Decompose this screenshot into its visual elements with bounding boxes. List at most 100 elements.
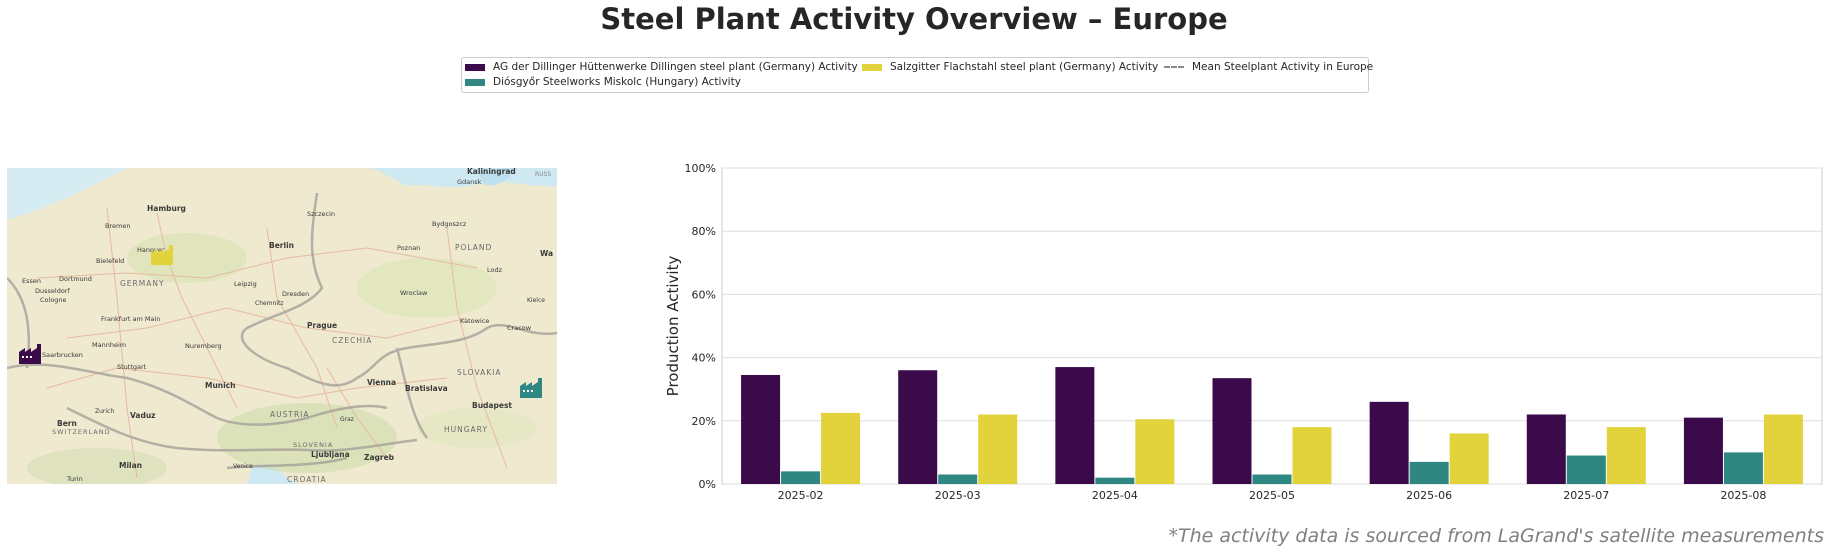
bar <box>1449 433 1489 484</box>
forest-patch <box>217 403 397 473</box>
y-tick-label: 20% <box>692 415 716 428</box>
factory-icon <box>520 378 542 398</box>
bar <box>1292 427 1332 484</box>
x-tick-label: 2025-07 <box>1563 489 1609 502</box>
map-label: Prague <box>307 321 337 330</box>
map-label: Kaliningrad <box>467 168 516 176</box>
bar <box>1369 401 1409 484</box>
map-label: Vienna <box>367 378 396 387</box>
map-label: Budapest <box>472 401 512 410</box>
map-label: Turin <box>66 475 83 483</box>
forest-patch <box>357 258 497 318</box>
legend-label-mean: Mean Steelplant Activity in Europe <box>1192 61 1374 73</box>
page-title: Steel Plant Activity Overview – Europe <box>600 2 1228 36</box>
map-label: Bydgoszcz <box>432 220 467 228</box>
bar <box>781 471 821 484</box>
map-label: Bremen <box>105 222 130 230</box>
map-label: AUSTRIA <box>270 410 310 419</box>
forest-patch <box>417 408 537 448</box>
y-axis-label: Production Activity <box>664 256 682 397</box>
y-tick-label: 40% <box>692 352 716 365</box>
map-label: Lodz <box>487 266 503 274</box>
legend-dash-mean <box>1164 66 1184 68</box>
europe-map: Kaliningrad Gdansk Hamburg Szczecin Bydg… <box>7 168 557 484</box>
bar-chart-svg: 0% 20% 40% 60% 80% 100% Production Activity 202… <box>664 162 1823 502</box>
bar <box>1683 417 1723 484</box>
x-tick-label: 2025-08 <box>1720 489 1766 502</box>
map-label: Bielefeld <box>96 257 124 265</box>
footnote: *The activity data is sourced from LaGra… <box>1168 525 1824 547</box>
x-tick-label: 2025-06 <box>1406 489 1452 502</box>
adriatic <box>247 463 297 484</box>
map-label: Vaduz <box>130 411 156 420</box>
map-label: Hanover <box>137 246 165 254</box>
map-label: Gdansk <box>457 178 482 186</box>
map-label: Cracow <box>507 324 532 332</box>
y-tick-label: 0% <box>699 478 716 491</box>
map-label: RUSS <box>535 171 551 178</box>
map-label: Zagreb <box>364 453 395 462</box>
forest-patch <box>127 233 247 283</box>
lagoon <box>477 168 517 186</box>
chart-legend: AG der Dillinger Hüttenwerke Dillingen s… <box>461 57 1373 93</box>
legend-item-miskolc: Diósgyőr Steelworks Miskolc (Hungary) Ac… <box>465 76 741 88</box>
map-label: Dusseldorf <box>35 287 70 295</box>
map-labels: Kaliningrad Gdansk Hamburg Szczecin Bydg… <box>22 168 553 484</box>
map-label: SWITZERLAND <box>52 428 111 436</box>
map-label: Ljubljana <box>311 450 350 459</box>
baltic-sea <box>7 168 557 188</box>
legend-swatch-dillingen <box>465 63 485 71</box>
salzgitter-marker <box>151 245 173 265</box>
map-label: Dresden <box>282 290 309 298</box>
bar <box>1095 477 1135 484</box>
map-label: GERMANY <box>120 279 165 288</box>
factory-window <box>523 390 525 392</box>
map-label: CZECHIA <box>332 336 372 345</box>
map-label: Venice <box>233 463 253 470</box>
y-tick-label: 100% <box>685 162 716 175</box>
map-label: Saarbrucken <box>42 351 83 359</box>
map-label: Essen <box>22 277 41 285</box>
map-label: Stuttgart <box>117 363 147 371</box>
map-label: Katowice <box>460 317 489 325</box>
legend-item-salzgitter: Salzgitter Flachstahl steel plant (Germa… <box>862 61 1158 73</box>
legend-label-dillingen: AG der Dillinger Hüttenwerke Dillingen s… <box>493 61 858 73</box>
x-tick-label: 2025-04 <box>1092 489 1138 502</box>
bar <box>821 412 861 484</box>
miskolc-marker <box>520 378 542 398</box>
bar <box>1252 474 1292 484</box>
map-label: Berlin <box>269 241 294 250</box>
x-tick-label: 2025-03 <box>935 489 981 502</box>
map-label: POLAND <box>455 243 492 252</box>
bar <box>1566 455 1606 484</box>
map-svg: Kaliningrad Gdansk Hamburg Szczecin Bydg… <box>7 168 557 484</box>
bar <box>1135 419 1175 484</box>
map-label: Chemnitz <box>255 300 284 307</box>
legend-swatch-salzgitter <box>862 63 882 71</box>
bar <box>1763 414 1803 484</box>
factory-window <box>22 356 24 358</box>
map-label: Milan <box>119 461 142 470</box>
factory-window <box>527 390 529 392</box>
map-label: Munich <box>205 381 236 390</box>
map-label: Leipzig <box>234 280 257 288</box>
map-label: Wroclaw <box>400 289 428 297</box>
legend-label-salzgitter: Salzgitter Flachstahl steel plant (Germa… <box>890 61 1159 73</box>
map-label: SLOVAKIA <box>457 368 502 377</box>
bar <box>938 474 978 484</box>
x-tick-label: 2025-05 <box>1249 489 1295 502</box>
factory-window <box>531 390 533 392</box>
bar <box>898 370 938 484</box>
bar <box>1723 452 1763 484</box>
north-sea <box>7 168 127 220</box>
bar <box>1212 378 1252 484</box>
bar <box>1606 427 1646 484</box>
factory-window <box>26 356 28 358</box>
map-label: CROATIA <box>287 475 327 484</box>
map-label: Kielce <box>527 297 545 304</box>
map-label: Mannheim <box>92 341 126 349</box>
map-label: SLOVENIA <box>293 441 333 449</box>
map-label: Frankfurt am Main <box>101 315 160 323</box>
map-label: HUNGARY <box>444 425 488 434</box>
map-label: Bern <box>57 419 77 428</box>
